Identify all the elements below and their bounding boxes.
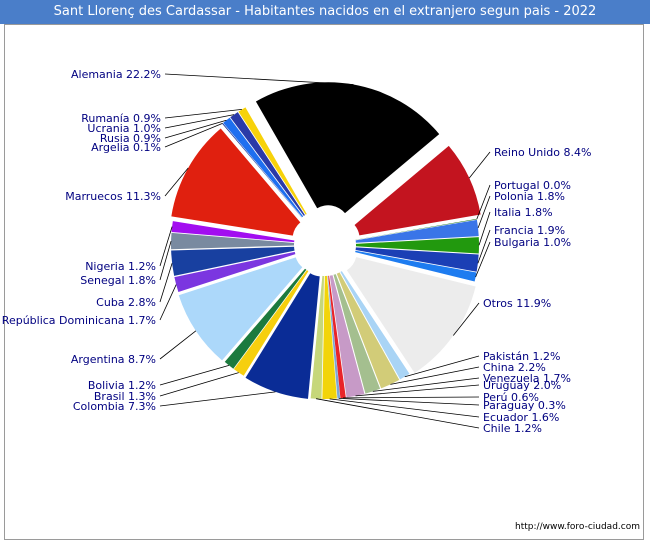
leader-line xyxy=(316,398,480,429)
leader-line xyxy=(355,384,480,397)
slice-label: Bolivia 1.2% xyxy=(88,379,156,392)
leader-line xyxy=(164,167,189,197)
pie-slice-francia xyxy=(355,247,479,272)
leader-line xyxy=(477,229,491,264)
leader-line xyxy=(338,398,480,406)
slice-label: Colombia 7.3% xyxy=(73,400,156,413)
slice-label: Italia 1.8% xyxy=(494,206,553,219)
pie-slice-chile xyxy=(310,275,325,399)
leader-line xyxy=(329,398,480,418)
slice-label: Pakistán 1.2% xyxy=(483,350,561,363)
pie-slice-bolivia xyxy=(224,268,307,369)
slice-label: Ecuador 1.6% xyxy=(483,411,559,424)
leader-line xyxy=(164,114,235,129)
leader-line xyxy=(159,226,173,267)
leader-line xyxy=(159,263,173,303)
leader-line xyxy=(164,109,242,119)
leader-line xyxy=(478,211,491,246)
leader-line xyxy=(476,184,491,220)
slice-label: Francia 1.9% xyxy=(494,224,565,237)
slice-label: Argentina 8.7% xyxy=(71,353,156,366)
slice-label: China 2.2% xyxy=(483,361,546,374)
slice-label: Rumanía 0.9% xyxy=(81,112,161,125)
slice-label: Cuba 2.8% xyxy=(96,296,156,309)
slice-label: Ucrania 1.0% xyxy=(87,122,161,135)
pie-slice-rusia xyxy=(223,117,304,218)
pie-slice-senegal xyxy=(171,232,295,250)
slice-label: Paraguay 0.3% xyxy=(483,399,566,412)
slice-label: Alemania 22.2% xyxy=(71,68,161,81)
pie-slice-argelia xyxy=(222,123,302,218)
leader-line xyxy=(372,377,480,392)
slice-label: Bulgaria 1.0% xyxy=(494,236,571,249)
leader-line xyxy=(390,366,480,385)
leader-line xyxy=(159,330,197,360)
leader-line xyxy=(468,151,491,179)
source-url[interactable]: http://www.foro-ciudad.com xyxy=(515,522,640,532)
leader-line xyxy=(159,284,177,321)
pie-slice-pakist-n xyxy=(340,271,410,380)
leader-line xyxy=(159,372,239,397)
pie-slice-portugal xyxy=(355,218,477,240)
leader-line xyxy=(159,365,230,386)
pie-slice-colombia xyxy=(245,273,320,399)
leader-line xyxy=(343,396,480,399)
slice-label: Portugal 0.0% xyxy=(494,179,571,192)
pie-slice-rep-blica-dominicana xyxy=(174,251,296,293)
leader-line xyxy=(404,355,480,378)
pie-slice-marruecos xyxy=(171,128,301,236)
slice-label: República Dominicana 1.7% xyxy=(2,314,156,327)
slice-label: Otros 11.9% xyxy=(483,297,551,310)
pie-slice-argentina xyxy=(178,257,303,361)
pie-slice-venezuela xyxy=(333,274,381,394)
pie-slice-ucrania xyxy=(230,112,305,216)
pie-slice-cuba xyxy=(171,246,295,276)
leader-line xyxy=(164,123,223,148)
slice-label: Reino Unido 8.4% xyxy=(494,146,591,159)
slice-label: Marruecos 11.3% xyxy=(65,190,161,203)
pie-slice-paraguay xyxy=(327,275,341,399)
leader-line xyxy=(164,73,354,85)
pie-slice-uruguay xyxy=(329,275,365,398)
pie-slice-reino-unido xyxy=(354,145,481,236)
slice-label: Perú 0.6% xyxy=(483,391,539,404)
leader-line xyxy=(159,240,172,281)
slice-label: Nigeria 1.2% xyxy=(85,260,156,273)
pie-slice-ecuador xyxy=(322,275,337,399)
slice-label: Rusia 0.9% xyxy=(100,132,161,145)
chart-title: Sant Llorenç des Cardassar - Habitantes … xyxy=(0,0,650,24)
pie-slice-ruman-a xyxy=(238,107,307,215)
pie-slice-per- xyxy=(328,275,346,399)
pie-slice-china xyxy=(336,272,400,389)
leader-line xyxy=(164,119,227,139)
pie-slice-otros xyxy=(346,257,476,373)
slice-label: Uruguay 2.0% xyxy=(483,379,561,392)
slice-label: Brasil 1.3% xyxy=(94,390,156,403)
slice-label: Argelia 0.1% xyxy=(91,141,161,154)
pie-slice-italia xyxy=(355,237,480,254)
slice-label: Senegal 1.8% xyxy=(80,274,156,287)
slice-label: Polonia 1.8% xyxy=(494,190,565,203)
pie-slice-nigeria xyxy=(171,221,295,243)
pie-slice-polonia xyxy=(355,219,479,243)
slice-label: Venezuela 1.7% xyxy=(483,372,571,385)
leader-line xyxy=(477,195,491,229)
leader-line xyxy=(475,241,491,278)
leader-line xyxy=(159,391,276,407)
pie-slice-alemania xyxy=(255,82,440,214)
leader-line xyxy=(452,302,480,336)
slice-label: Chile 1.2% xyxy=(483,422,542,435)
pie-slice-brasil xyxy=(233,270,309,376)
pie-slice-bulgaria xyxy=(355,250,477,282)
